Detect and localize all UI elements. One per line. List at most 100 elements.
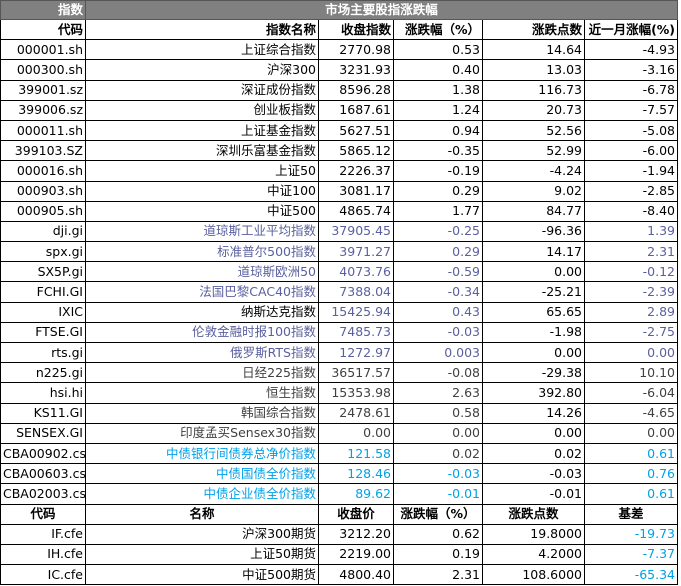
code-cell: hsi.hi xyxy=(0,382,86,404)
close-cell: 0.00 xyxy=(318,422,394,444)
futures-row: IF.cfe 沪深300期货 3212.20 0.62 19.8000 -19.73 xyxy=(0,523,679,545)
change-points-cell: 9.02 xyxy=(482,180,585,202)
change-pct-cell: 0.00 xyxy=(393,422,483,444)
name-cell: 中证100 xyxy=(85,180,319,202)
change-pct-cell: 0.53 xyxy=(393,39,483,61)
code-cell: 000011.sh xyxy=(0,119,86,142)
close-cell: 7485.73 xyxy=(318,321,394,344)
change-points-cell: -0.03 xyxy=(482,463,585,485)
month-change-cell: -6.04 xyxy=(583,382,679,404)
change-pct-cell: 0.40 xyxy=(393,59,483,81)
title-left: 指数 xyxy=(0,0,86,20)
code-cell: KS11.GI xyxy=(0,402,86,424)
name-cell: 创业板指数 xyxy=(85,99,319,121)
basis-cell: -65.34 xyxy=(583,564,679,586)
name-cell: 沪深300 xyxy=(85,59,319,81)
close-cell: 3081.17 xyxy=(318,180,394,202)
close-cell: 89.62 xyxy=(318,483,394,505)
month-change-cell: 2.89 xyxy=(583,301,679,323)
futures-header-row: 代码 名称 收盘价 涨跌幅（%） 涨跌点数 基差 xyxy=(0,503,679,525)
change-pct-cell: 0.62 xyxy=(393,523,483,545)
change-points-cell: 0.00 xyxy=(482,422,585,444)
code-cell: rts.gi xyxy=(0,341,86,364)
basis-cell: -7.37 xyxy=(583,543,679,566)
index-row: 000905.sh 中证500 4865.74 1.77 84.77 -8.40 xyxy=(0,200,679,222)
header-month-change: 近一月涨幅(%) xyxy=(583,18,679,41)
index-row: 399006.sz 创业板指数 1687.61 1.24 20.73 -7.57 xyxy=(0,99,679,121)
name-cell: 上证50期货 xyxy=(85,543,319,566)
close-cell: 2219.00 xyxy=(318,543,394,566)
code-cell: FCHI.GI xyxy=(0,281,86,303)
close-cell: 8596.28 xyxy=(318,79,394,101)
index-row: FTSE.GI 伦敦金融时报100指数 7485.73 -0.03 -1.98 -2.75 xyxy=(0,321,679,344)
index-row: 000016.sh 上证50 2226.37 -0.19 -4.24 -1.94 xyxy=(0,160,679,182)
basis-cell: -19.73 xyxy=(583,523,679,545)
index-row: 000903.sh 中证100 3081.17 0.29 9.02 -2.85 xyxy=(0,180,679,202)
index-row: SENSEX.GI 印度孟买Sensex30指数 0.00 0.00 0.00 0.00 xyxy=(0,422,679,444)
name-cell: 深圳乐富基金指数 xyxy=(85,140,319,162)
index-row: spx.gi 标准普尔500指数 3971.27 0.29 14.17 2.31 xyxy=(0,241,679,263)
change-pct-cell: -0.59 xyxy=(393,261,483,283)
code-cell: 000905.sh xyxy=(0,200,86,222)
close-cell: 2770.98 xyxy=(318,39,394,61)
name-cell: 上证基金指数 xyxy=(85,119,319,142)
code-cell: IF.cfe xyxy=(0,523,86,545)
code-cell: 000903.sh xyxy=(0,180,86,202)
code-cell: 000001.sh xyxy=(0,39,86,61)
change-pct-cell: -0.19 xyxy=(393,160,483,182)
code-cell: 000016.sh xyxy=(0,160,86,182)
change-pct-cell: -0.08 xyxy=(393,362,483,384)
change-pct-cell: 1.38 xyxy=(393,79,483,101)
change-pct-cell: 0.02 xyxy=(393,442,483,465)
code-cell: 399103.SZ xyxy=(0,140,86,162)
change-pct-cell: 1.77 xyxy=(393,200,483,222)
month-change-cell: 0.61 xyxy=(583,483,679,505)
change-points-cell: -25.21 xyxy=(482,281,585,303)
close-cell: 36517.57 xyxy=(318,362,394,384)
code-cell: CBA02003.cs xyxy=(0,483,86,505)
index-row: CBA00902.cs 中债银行间债券总净价指数 121.58 0.02 0.02 0.6… xyxy=(0,442,679,465)
header-change-pct: 涨跌幅（%） xyxy=(393,18,483,41)
close-cell: 3971.27 xyxy=(318,241,394,263)
index-row: SX5P.gi 道琼斯欧洲50 4073.76 -0.59 0.00 -0.12 xyxy=(0,261,679,283)
change-pct-cell: -0.35 xyxy=(393,140,483,162)
name-cell: 中证500期货 xyxy=(85,564,319,586)
change-points-cell: 13.03 xyxy=(482,59,585,81)
index-row: 000001.sh 上证综合指数 2770.98 0.53 14.64 -4.93 xyxy=(0,39,679,61)
change-points-cell: -1.98 xyxy=(482,321,585,344)
change-points-cell: 14.64 xyxy=(482,39,585,61)
close-cell: 121.58 xyxy=(318,442,394,465)
code-cell: 000300.sh xyxy=(0,59,86,81)
change-pct-cell: 2.31 xyxy=(393,564,483,586)
name-cell: 纳斯达克指数 xyxy=(85,301,319,323)
month-change-cell: 0.00 xyxy=(583,341,679,364)
index-row: CBA00603.cs 中债国债全价指数 128.46 -0.03 -0.03 0.76 xyxy=(0,463,679,485)
header-code: 代码 xyxy=(0,18,86,41)
name-cell: 沪深300期货 xyxy=(85,523,319,545)
change-points-cell: 84.77 xyxy=(482,200,585,222)
change-pct-cell: 0.94 xyxy=(393,119,483,142)
change-points-cell: 116.73 xyxy=(482,79,585,101)
change-points-cell: 0.00 xyxy=(482,341,585,364)
name-cell: 深证成份指数 xyxy=(85,79,319,101)
close-cell: 4865.74 xyxy=(318,200,394,222)
change-pct-cell: -0.25 xyxy=(393,220,483,243)
change-points-cell: 0.02 xyxy=(482,442,585,465)
index-row: dji.gi 道琼斯工业平均指数 37905.45 -0.25 -96.36 1.39 xyxy=(0,220,679,243)
name-cell: 印度孟买Sensex30指数 xyxy=(85,422,319,444)
close-cell: 4800.40 xyxy=(318,564,394,586)
code-cell: 399001.sz xyxy=(0,79,86,101)
month-change-cell: 0.61 xyxy=(583,442,679,465)
header-close: 收盘价 xyxy=(318,503,394,525)
change-pct-cell: -0.34 xyxy=(393,281,483,303)
change-points-cell: 19.8000 xyxy=(482,523,585,545)
code-cell: n225.gi xyxy=(0,362,86,384)
close-cell: 3231.93 xyxy=(318,59,394,81)
change-pct-cell: 0.19 xyxy=(393,543,483,566)
close-cell: 128.46 xyxy=(318,463,394,485)
header-change-points: 涨跌点数 xyxy=(482,503,585,525)
close-cell: 15353.98 xyxy=(318,382,394,404)
month-change-cell: -2.75 xyxy=(583,321,679,344)
index-row: KS11.GI 韩国综合指数 2478.61 0.58 14.26 -4.65 xyxy=(0,402,679,424)
name-cell: 道琼斯欧洲50 xyxy=(85,261,319,283)
